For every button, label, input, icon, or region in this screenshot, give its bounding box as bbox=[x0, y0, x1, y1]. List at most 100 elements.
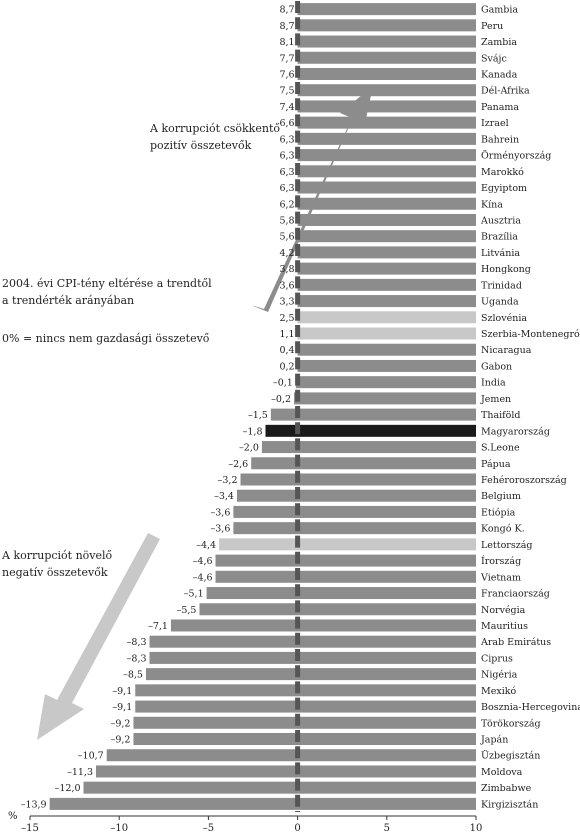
chart-title-line1: 2004. évi CPI-tény eltérése a trendtől bbox=[2, 277, 212, 290]
value-label-vietnam: –4,6 bbox=[193, 572, 213, 583]
category-label-egyiptom: Egyiptom bbox=[481, 183, 527, 194]
value-label-ormenyorszag: 6,3 bbox=[279, 151, 294, 162]
zero-note: 0% = nincs nem gazdasági összetevő bbox=[2, 330, 209, 347]
category-label-arab-emiratus: Arab Emirátus bbox=[480, 637, 551, 648]
bar-nicaragua bbox=[297, 343, 476, 356]
category-label-szlovenia: Szlovénia bbox=[481, 313, 527, 324]
bar-uganda bbox=[297, 295, 476, 308]
category-label-szerbia-montenegro: Szerbia-Montenegró bbox=[481, 329, 580, 340]
bar-brazilia bbox=[297, 230, 476, 243]
value-label-litvania: 4,2 bbox=[279, 248, 294, 259]
bar-vietnam bbox=[215, 570, 476, 583]
value-label-s-leone: –2,0 bbox=[239, 443, 259, 454]
value-label-kina: 6,2 bbox=[279, 199, 294, 210]
bar-papua bbox=[251, 457, 476, 470]
category-label-india: India bbox=[481, 378, 506, 389]
value-label-ausztria: 5,8 bbox=[279, 215, 294, 226]
category-label-etiopia: Etiópia bbox=[481, 507, 516, 518]
category-label-zimbabwe: Zimbabwe bbox=[481, 783, 532, 794]
negative-annotation-line1: A korrupciót növelő bbox=[2, 549, 113, 562]
bar-feheroroszorszag bbox=[240, 473, 476, 486]
bar-peru bbox=[297, 19, 476, 32]
category-label-ormenyorszag: Örményország bbox=[481, 150, 551, 162]
x-tick-label: –15 bbox=[21, 823, 39, 832]
negative-annotation-line2: negatív összetevők bbox=[2, 566, 108, 579]
chart-title: 2004. évi CPI-tény eltérése a trendtől a… bbox=[2, 275, 212, 309]
value-label-norvegia: –5,5 bbox=[177, 605, 197, 616]
category-label-papua: Pápua bbox=[481, 459, 511, 470]
category-label-mauritius: Mauritius bbox=[481, 621, 528, 632]
value-label-ciprus: –8,3 bbox=[127, 653, 147, 664]
category-label-mexiko: Mexikó bbox=[481, 686, 517, 697]
value-label-zambia: 8,1 bbox=[279, 37, 294, 48]
down-arrow-icon bbox=[37, 533, 160, 740]
category-label-del-afrika: Dél-Afrika bbox=[481, 86, 530, 97]
category-label-kirgizisztan: Kirgizisztán bbox=[481, 799, 538, 810]
bar-mauritius bbox=[170, 619, 476, 632]
bar-ausztria bbox=[297, 213, 476, 226]
value-label-irorszag: –4,6 bbox=[193, 556, 213, 567]
category-label-vietnam: Vietnam bbox=[480, 572, 521, 583]
value-label-gambia: 8,7 bbox=[279, 5, 294, 16]
value-label-brazilia: 5,6 bbox=[279, 232, 294, 243]
bar-zimbabwe bbox=[83, 781, 477, 794]
value-label-torokorszag: –9,2 bbox=[111, 718, 131, 729]
category-label-kina: Kína bbox=[481, 199, 503, 210]
value-label-franciaorszag: –5,1 bbox=[184, 589, 204, 600]
value-label-belgium: –3,4 bbox=[214, 491, 234, 502]
bar-szlovenia bbox=[297, 311, 476, 324]
category-label-bahrein: Bahrein bbox=[481, 134, 519, 145]
zero-note-text: 0% = nincs nem gazdasági összetevő bbox=[2, 332, 210, 345]
category-label-thaifold: Thaiföld bbox=[481, 410, 521, 421]
category-label-uzbegisztan: Üzbegisztán bbox=[481, 750, 540, 762]
value-label-etiopia: –3,6 bbox=[211, 507, 231, 518]
value-label-mauritius: –7,1 bbox=[148, 621, 168, 632]
value-label-svajc: 7,7 bbox=[279, 53, 294, 64]
value-label-del-afrika: 7,5 bbox=[279, 86, 294, 97]
x-tick-label: –10 bbox=[110, 823, 128, 832]
value-label-lettorszag: –4,4 bbox=[196, 540, 216, 551]
category-label-jemen: Jemen bbox=[480, 394, 511, 405]
value-label-bosznia-hercegovina: –9,1 bbox=[112, 702, 132, 713]
category-label-irorszag: Írország bbox=[481, 555, 521, 567]
bar-uzbegisztan bbox=[106, 749, 476, 762]
category-label-zambia: Zambia bbox=[481, 37, 517, 48]
positive-annotation-line2: pozitív összetevők bbox=[150, 139, 252, 152]
value-label-thaifold: –1,5 bbox=[248, 410, 268, 421]
value-label-hongkong: 3,8 bbox=[279, 264, 294, 275]
category-label-norvegia: Norvégia bbox=[481, 605, 526, 616]
bar-belgium bbox=[236, 489, 476, 502]
bar-irorszag bbox=[215, 554, 476, 567]
value-label-szlovenia: 2,5 bbox=[279, 313, 294, 324]
category-label-marokko: Marokkó bbox=[481, 167, 524, 178]
category-label-belgium: Belgium bbox=[481, 491, 521, 502]
category-label-feheroroszorszag: Fehéroroszország bbox=[481, 475, 567, 486]
x-tick-label: –5 bbox=[203, 823, 214, 832]
category-label-s-leone: S.Leone bbox=[481, 443, 520, 454]
value-label-izrael: 6,6 bbox=[279, 118, 294, 129]
value-label-trinidad: 3,6 bbox=[279, 280, 294, 291]
bar-zambia bbox=[297, 35, 476, 48]
bar-nigeria bbox=[145, 668, 476, 681]
bar-gabon bbox=[297, 359, 476, 372]
value-label-bahrein: 6,3 bbox=[279, 134, 294, 145]
x-tick-label: 10 bbox=[470, 823, 483, 832]
value-label-uganda: 3,3 bbox=[279, 297, 294, 308]
value-label-panama: 7,4 bbox=[279, 102, 294, 113]
value-label-kirgizisztan: –13,9 bbox=[21, 799, 47, 810]
bar-etiopia bbox=[233, 505, 476, 518]
positive-annotation-line1: A korrupciót csökkentő bbox=[150, 122, 280, 135]
bar-bosznia-hercegovina bbox=[135, 700, 477, 713]
category-label-uganda: Uganda bbox=[481, 297, 519, 308]
negative-annotation: A korrupciót növelő negatív összetevők bbox=[2, 547, 112, 581]
value-label-papua: –2,6 bbox=[228, 459, 248, 470]
bar-ciprus bbox=[149, 651, 476, 664]
bar-izrael bbox=[297, 116, 476, 129]
category-label-bosznia-hercegovina: Bosznia-Hercegovina bbox=[481, 702, 580, 713]
value-label-egyiptom: 6,3 bbox=[279, 183, 294, 194]
category-label-franciaorszag: Franciaország bbox=[481, 589, 550, 600]
bar-bahrein bbox=[297, 132, 476, 145]
category-label-peru: Peru bbox=[481, 21, 503, 32]
bar-jemen bbox=[294, 392, 476, 405]
